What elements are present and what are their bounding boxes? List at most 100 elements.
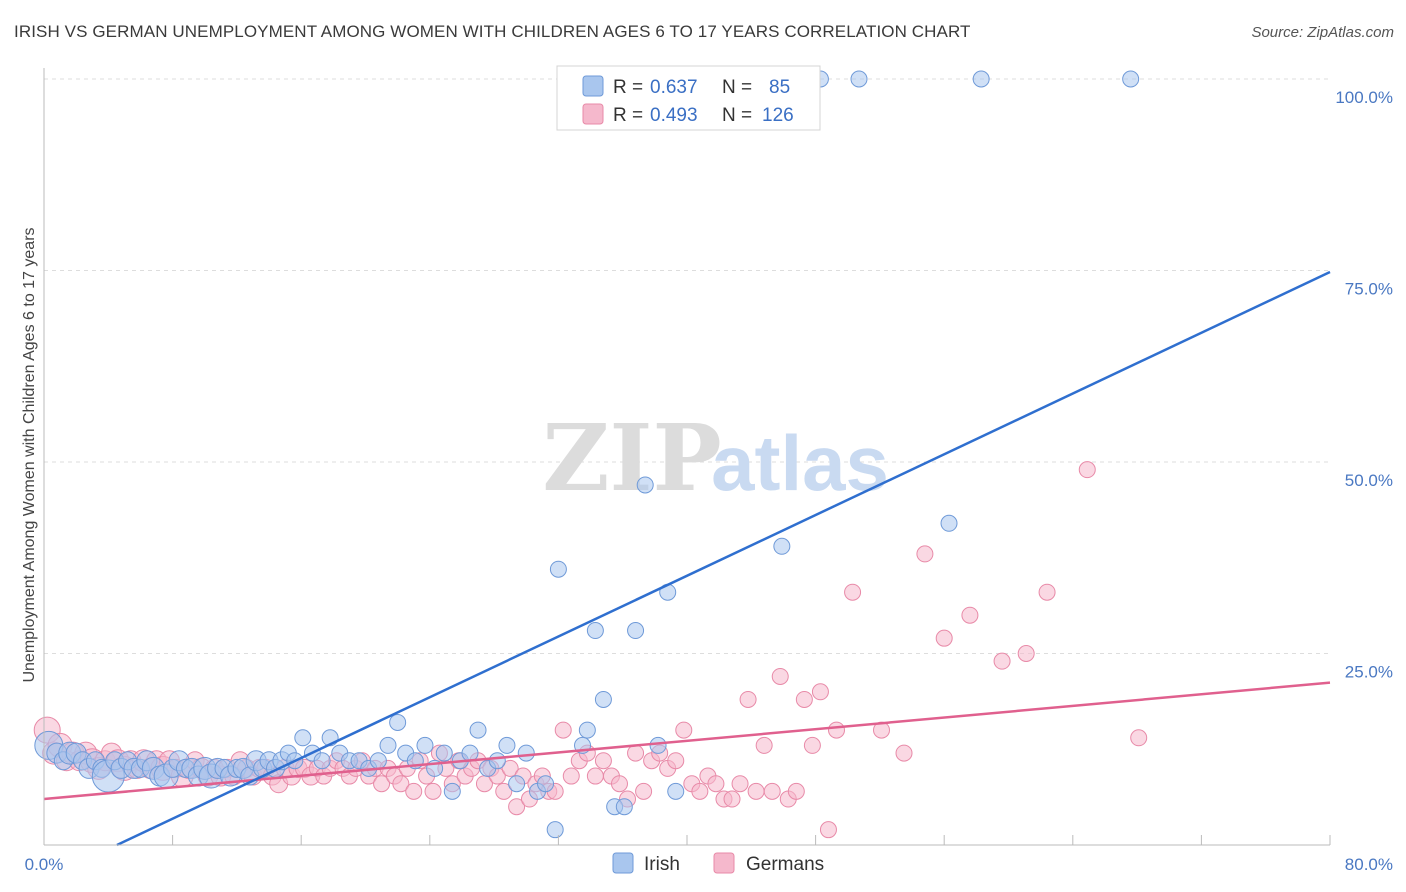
y-tick-label: 50.0% xyxy=(1345,471,1393,490)
x-tick-label-min: 0.0% xyxy=(25,855,64,874)
legend-irish-r-label: R = xyxy=(613,77,643,98)
chart-title: IRISH VS GERMAN UNEMPLOYMENT AMONG WOMEN… xyxy=(14,22,971,41)
german-point xyxy=(811,683,829,701)
legend-irish-r-value: 0.637 xyxy=(650,77,698,98)
irish-point xyxy=(443,782,461,800)
irish-point xyxy=(594,690,612,708)
german-point xyxy=(610,775,628,793)
bottom-legend-irish-label: Irish xyxy=(644,854,680,875)
german-point xyxy=(723,790,741,808)
german-point xyxy=(1017,645,1035,662)
german-point xyxy=(895,744,913,762)
x-tick-label-max: 80.0% xyxy=(1345,855,1393,874)
axes: 0.0% 80.0% xyxy=(25,68,1393,874)
y-tick-label: 75.0% xyxy=(1345,280,1393,299)
irish-point xyxy=(313,752,331,770)
series-legend: Irish Germans xyxy=(612,852,824,875)
german-point xyxy=(392,775,410,793)
irish-trend-line xyxy=(116,270,1331,847)
legend-german-swatch xyxy=(582,103,604,125)
irish-point xyxy=(517,744,535,762)
irish-point xyxy=(389,713,407,731)
irish-point xyxy=(578,721,596,739)
german-point xyxy=(827,721,845,739)
bottom-legend-irish-swatch xyxy=(612,852,634,874)
bottom-legend-german-label: Germans xyxy=(746,854,824,875)
german-point xyxy=(562,767,580,785)
irish-point xyxy=(508,775,526,793)
irish-point xyxy=(546,821,564,839)
irish-point xyxy=(379,736,397,754)
german-point xyxy=(554,721,572,739)
irish-point xyxy=(488,752,506,770)
german-point xyxy=(961,606,979,624)
irish-point xyxy=(498,736,516,754)
irish-point xyxy=(294,729,312,747)
german-point xyxy=(935,629,953,647)
german-point xyxy=(993,652,1011,670)
german-point xyxy=(586,767,604,785)
irish-point xyxy=(586,622,604,640)
irish-point xyxy=(773,537,791,555)
legend-irish-n-label: N = xyxy=(722,77,752,98)
y-axis-label: Unemployment Among Women with Children A… xyxy=(21,227,38,682)
irish-point xyxy=(667,782,685,800)
german-point xyxy=(667,752,685,770)
german-point xyxy=(405,782,423,800)
german-point xyxy=(739,690,757,708)
german-point xyxy=(1078,461,1096,479)
german-trend-line xyxy=(43,681,1331,801)
irish-series xyxy=(34,70,1140,839)
german-point xyxy=(501,759,519,777)
german-point xyxy=(1130,729,1148,747)
german-point xyxy=(763,782,781,800)
legend-german-r-label: R = xyxy=(613,105,643,126)
german-point xyxy=(373,775,391,793)
irish-point xyxy=(435,744,453,762)
watermark-zip: ZIP xyxy=(542,404,721,512)
german-point xyxy=(635,782,653,800)
german-point xyxy=(707,775,725,793)
legend-german-n-value: 126 xyxy=(762,105,794,126)
trend-lines xyxy=(43,270,1331,847)
german-point xyxy=(819,821,837,839)
irish-point xyxy=(461,744,479,762)
correlation-legend: R = 0.637 N = 85 R = 0.493 N = 126 xyxy=(556,65,821,131)
irish-point xyxy=(972,70,990,88)
german-point xyxy=(755,736,773,754)
german-point xyxy=(691,782,709,800)
german-point xyxy=(424,782,442,800)
irish-point xyxy=(369,752,387,770)
watermark: ZIP atlas xyxy=(542,404,889,512)
irish-point xyxy=(469,721,487,739)
german-point xyxy=(803,736,821,754)
irish-point xyxy=(850,70,868,88)
german-point xyxy=(795,690,813,708)
legend-german-r-value: 0.493 xyxy=(650,105,698,126)
german-point xyxy=(1038,583,1056,601)
source-note: Source: ZipAtlas.com xyxy=(1251,24,1394,41)
german-point xyxy=(787,782,805,800)
legend-german-n-label: N = xyxy=(722,105,752,126)
irish-point xyxy=(537,775,555,793)
german-point xyxy=(916,545,934,563)
german-point xyxy=(771,667,789,685)
german-point xyxy=(675,721,693,739)
irish-point xyxy=(615,798,633,816)
bottom-legend-german-swatch xyxy=(713,852,735,874)
irish-point xyxy=(636,476,654,494)
german-point xyxy=(844,583,862,601)
grid-lines: 100.0% 75.0% 50.0% 25.0% xyxy=(44,78,1393,682)
german-point xyxy=(508,798,526,816)
german-point xyxy=(495,782,513,800)
irish-point xyxy=(649,736,667,754)
irish-point xyxy=(416,736,434,754)
german-point xyxy=(627,744,645,762)
irish-point xyxy=(940,514,958,532)
legend-irish-swatch xyxy=(582,75,604,97)
german-point xyxy=(594,752,612,770)
irish-point xyxy=(549,560,567,578)
german-point xyxy=(731,775,749,793)
watermark-atlas: atlas xyxy=(711,419,889,507)
y-tick-label: 100.0% xyxy=(1335,88,1393,107)
